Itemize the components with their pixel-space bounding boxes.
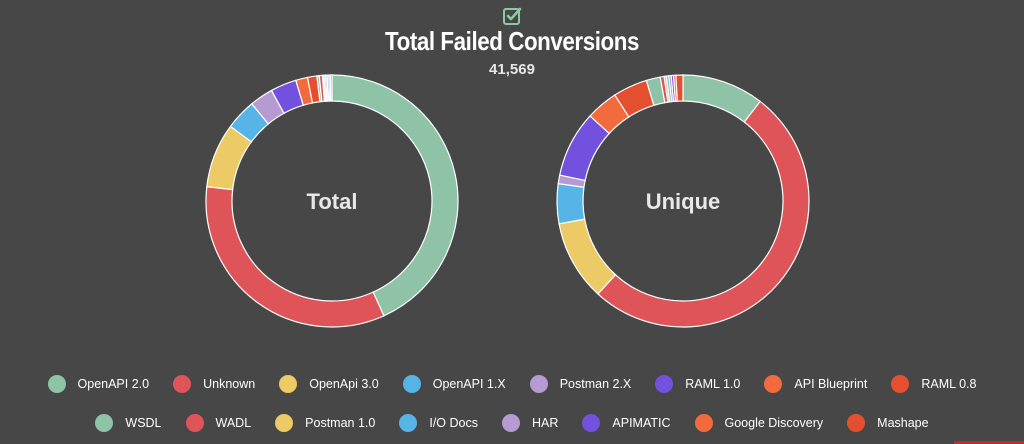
legend-item-unknown[interactable]: Unknown xyxy=(173,375,255,393)
legend-dot-icon xyxy=(173,375,192,393)
legend-label: Mashape xyxy=(877,416,929,430)
legend-label: RAML 1.0 xyxy=(685,377,741,391)
legend-item-postman-2-x[interactable]: Postman 2.X xyxy=(529,375,632,393)
slice-openapi-1-x[interactable] xyxy=(556,182,586,225)
legend-label: Google Discovery xyxy=(724,416,824,430)
legend-dot-icon xyxy=(891,375,910,393)
legend-label: OpenAPI 1.X xyxy=(432,377,506,391)
slice-mashape[interactable] xyxy=(675,74,684,102)
legend-item-i-o-docs[interactable]: I/O Docs xyxy=(399,414,478,432)
legend-label: WSDL xyxy=(125,416,162,430)
legend-dot-icon xyxy=(279,375,298,393)
legend-dot-icon xyxy=(582,414,601,432)
legend-item-raml-1-0[interactable]: RAML 1.0 xyxy=(655,375,740,393)
legend-item-wadl[interactable]: WADL xyxy=(185,414,252,432)
legend-label: OpenAPI 2.0 xyxy=(77,377,150,391)
legend-dot-icon xyxy=(275,414,294,432)
chart-header: Total Failed Conversions 41,569 xyxy=(0,6,1024,78)
legend-item-har[interactable]: HAR xyxy=(501,414,559,432)
legend-dot-icon xyxy=(764,375,783,393)
donut-center-label: Unique xyxy=(646,189,721,214)
legend-item-openapi-3-0[interactable]: OpenApi 3.0 xyxy=(279,375,379,393)
slice-openapi-2-0[interactable] xyxy=(682,74,762,123)
legend-label: Unknown xyxy=(203,377,256,391)
legend-label: API Blueprint xyxy=(794,377,868,391)
corner-accent xyxy=(954,441,1024,444)
legend-item-wsdl[interactable]: WSDL xyxy=(95,414,162,432)
legend-dot-icon xyxy=(501,414,520,432)
legend-item-postman-1-0[interactable]: Postman 1.0 xyxy=(275,414,375,432)
legend-item-apimatic[interactable]: APIMATIC xyxy=(582,414,671,432)
legend-item-raml-0-8[interactable]: RAML 0.8 xyxy=(891,375,976,393)
donut-charts: Total Unique xyxy=(205,74,810,328)
legend-label: HAR xyxy=(531,416,559,430)
legend-label: WADL xyxy=(215,416,252,430)
legend-dot-icon xyxy=(47,375,66,393)
legend-label: APIMATIC xyxy=(612,416,671,430)
legend-item-openapi-2-0[interactable]: OpenAPI 2.0 xyxy=(47,375,150,393)
legend-dot-icon xyxy=(694,414,713,432)
legend-item-mashape[interactable]: Mashape xyxy=(847,414,929,432)
total-count: 41,569 xyxy=(489,61,535,78)
legend-item-google-discovery[interactable]: Google Discovery xyxy=(694,414,824,432)
legend-dot-icon xyxy=(95,414,114,432)
slice-unknown[interactable] xyxy=(597,100,810,328)
donut-center-label: Total xyxy=(307,189,358,214)
legend-item-openapi-1-x[interactable]: OpenAPI 1.X xyxy=(402,375,506,393)
chart-title: Total Failed Conversions xyxy=(385,26,639,56)
legend-item-api-blueprint[interactable]: API Blueprint xyxy=(764,375,867,393)
legend-label: RAML 0.8 xyxy=(921,377,977,391)
legend-label: OpenApi 3.0 xyxy=(309,377,379,391)
legend-dot-icon xyxy=(185,414,204,432)
legend-label: I/O Docs xyxy=(429,416,478,430)
legend-dot-icon xyxy=(399,414,418,432)
donut-chart-unique: Unique xyxy=(556,74,810,328)
legend-label: Postman 1.0 xyxy=(305,416,376,430)
legend-row: WSDL WADL Postman 1.0 I/O Docs HAR APIMATIC Go… xyxy=(0,410,1024,436)
legend-dot-icon xyxy=(847,414,866,432)
legend-dot-icon xyxy=(655,375,674,393)
slice-mashape[interactable] xyxy=(329,74,333,102)
donut-chart-total: Total xyxy=(205,74,459,328)
legend-dot-icon xyxy=(402,375,421,393)
slice-openapi-3-0[interactable] xyxy=(558,218,617,295)
legend-label: Postman 2.X xyxy=(559,377,632,391)
checkbox-checked-icon[interactable] xyxy=(502,6,522,26)
legend-dot-icon xyxy=(529,375,548,393)
legend-row: OpenAPI 2.0 Unknown OpenApi 3.0 OpenAPI 1.X… xyxy=(0,371,1024,397)
